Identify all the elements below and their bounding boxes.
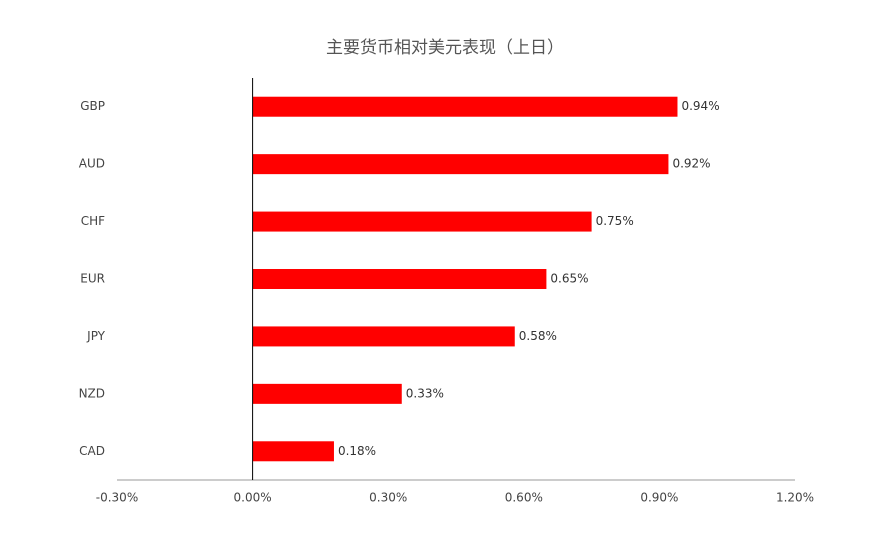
x-tick-label: 0.30% xyxy=(369,491,407,505)
value-label: 0.65% xyxy=(550,272,588,286)
bar xyxy=(252,383,402,404)
bar xyxy=(252,96,678,117)
value-label: 0.75% xyxy=(596,214,634,228)
value-label: 0.94% xyxy=(681,99,719,113)
value-label: 0.92% xyxy=(672,157,710,171)
x-tick-label: 0.00% xyxy=(234,491,272,505)
y-tick-label: NZD xyxy=(79,386,105,400)
x-tick-label: -0.30% xyxy=(96,491,138,505)
value-label: 0.33% xyxy=(406,386,444,400)
x-tick-label: 0.60% xyxy=(505,491,543,505)
bar xyxy=(252,441,334,462)
bar xyxy=(252,154,669,175)
value-label: 0.18% xyxy=(338,444,376,458)
x-tick-label: 1.20% xyxy=(776,491,814,505)
y-tick-label: GBP xyxy=(80,99,105,113)
y-tick-label: JPY xyxy=(86,329,106,343)
x-tick-label: 0.90% xyxy=(640,491,678,505)
bar xyxy=(252,269,547,289)
bar xyxy=(252,211,592,232)
y-tick-label: CHF xyxy=(81,214,105,228)
bar xyxy=(252,326,515,347)
value-label: 0.58% xyxy=(519,329,557,343)
y-tick-label: AUD xyxy=(79,157,105,171)
y-tick-label: EUR xyxy=(80,272,105,286)
y-tick-label: CAD xyxy=(79,444,105,458)
chart-title: 主要货币相对美元表现（上日） xyxy=(326,38,564,58)
